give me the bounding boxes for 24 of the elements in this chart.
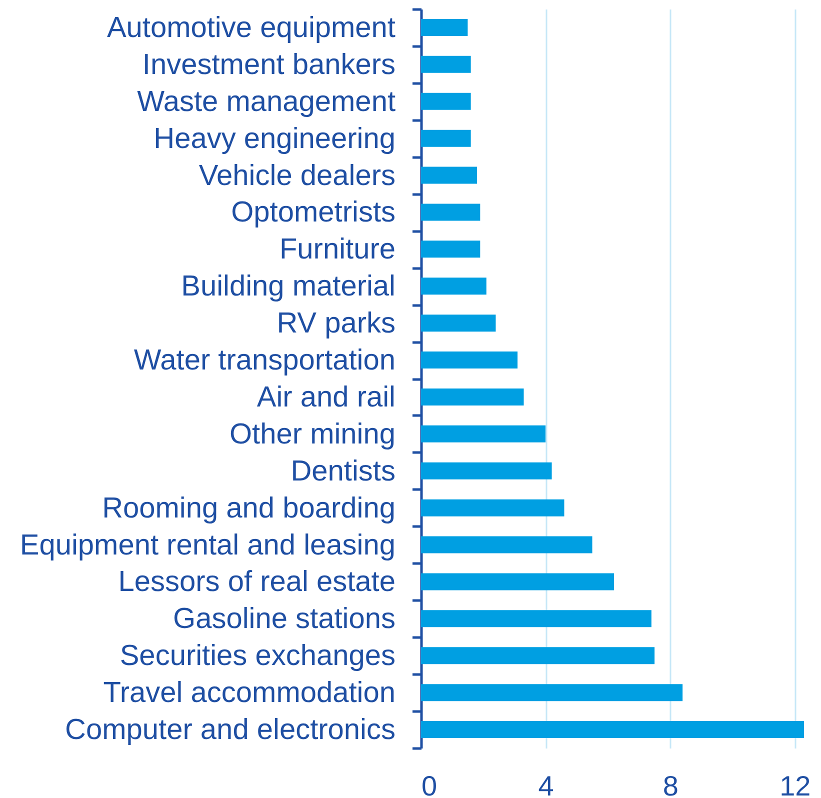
y-tick-label: Water transportation (134, 344, 396, 377)
y-tick-label: Dentists (290, 455, 396, 488)
y-tick-label: Optometrists (231, 196, 396, 229)
x-tick-label: 4 (538, 770, 554, 798)
x-tick-label: 0 (422, 770, 438, 798)
y-tick-label: Vehicle dealers (198, 160, 396, 192)
y-tick-label: Air and rail (256, 381, 396, 414)
y-tick-label: Equipment rental and leasing (20, 529, 396, 562)
y-tick-label: Travel accommodation (103, 677, 396, 710)
y-tick-label: Other mining (229, 418, 396, 450)
y-tick-label: Computer and electronics (65, 714, 396, 746)
y-tick-label: Furniture (279, 234, 396, 266)
y-tick-label: Heavy engineering (154, 122, 396, 155)
y-tick-label: Lessors of real estate (118, 566, 396, 598)
y-tick-label: RV parks (276, 308, 396, 340)
y-tick-label: Gasoline stations (173, 603, 396, 636)
y-tick-label: Building material (181, 270, 396, 303)
x-tick-label: 12 (780, 770, 811, 798)
y-tick-label: Waste management (137, 86, 396, 118)
y-tick-label: Investment bankers (142, 48, 396, 81)
y-tick-label: Automotive equipment (106, 12, 396, 44)
y-tick-label: Securities exchanges (120, 640, 396, 672)
x-tick-label: 8 (662, 770, 678, 798)
y-tick-label: Rooming and boarding (102, 492, 396, 524)
